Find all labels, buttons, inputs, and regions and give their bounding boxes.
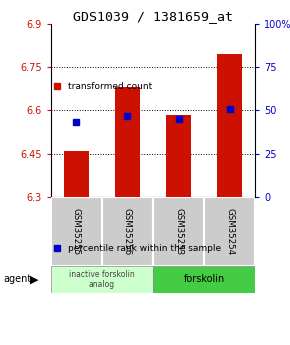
Bar xyxy=(204,197,255,266)
Bar xyxy=(64,151,89,197)
Bar xyxy=(153,266,255,293)
Text: transformed count: transformed count xyxy=(68,82,153,91)
Text: ▶: ▶ xyxy=(30,275,39,284)
Text: inactive forskolin
analog: inactive forskolin analog xyxy=(69,270,135,289)
Text: GSM35253: GSM35253 xyxy=(174,208,183,255)
Bar xyxy=(166,115,191,197)
Bar xyxy=(217,54,242,197)
Text: percentile rank within the sample: percentile rank within the sample xyxy=(68,244,221,253)
Bar xyxy=(115,87,140,197)
Text: GSM35254: GSM35254 xyxy=(225,208,234,255)
Bar xyxy=(51,266,153,293)
Title: GDS1039 / 1381659_at: GDS1039 / 1381659_at xyxy=(73,10,233,23)
Text: agent: agent xyxy=(3,275,31,284)
Text: GSM35256: GSM35256 xyxy=(123,208,132,255)
Text: GSM35255: GSM35255 xyxy=(72,208,81,255)
Bar xyxy=(102,197,153,266)
Text: forskolin: forskolin xyxy=(184,275,225,284)
Bar xyxy=(51,197,102,266)
Bar xyxy=(153,197,204,266)
